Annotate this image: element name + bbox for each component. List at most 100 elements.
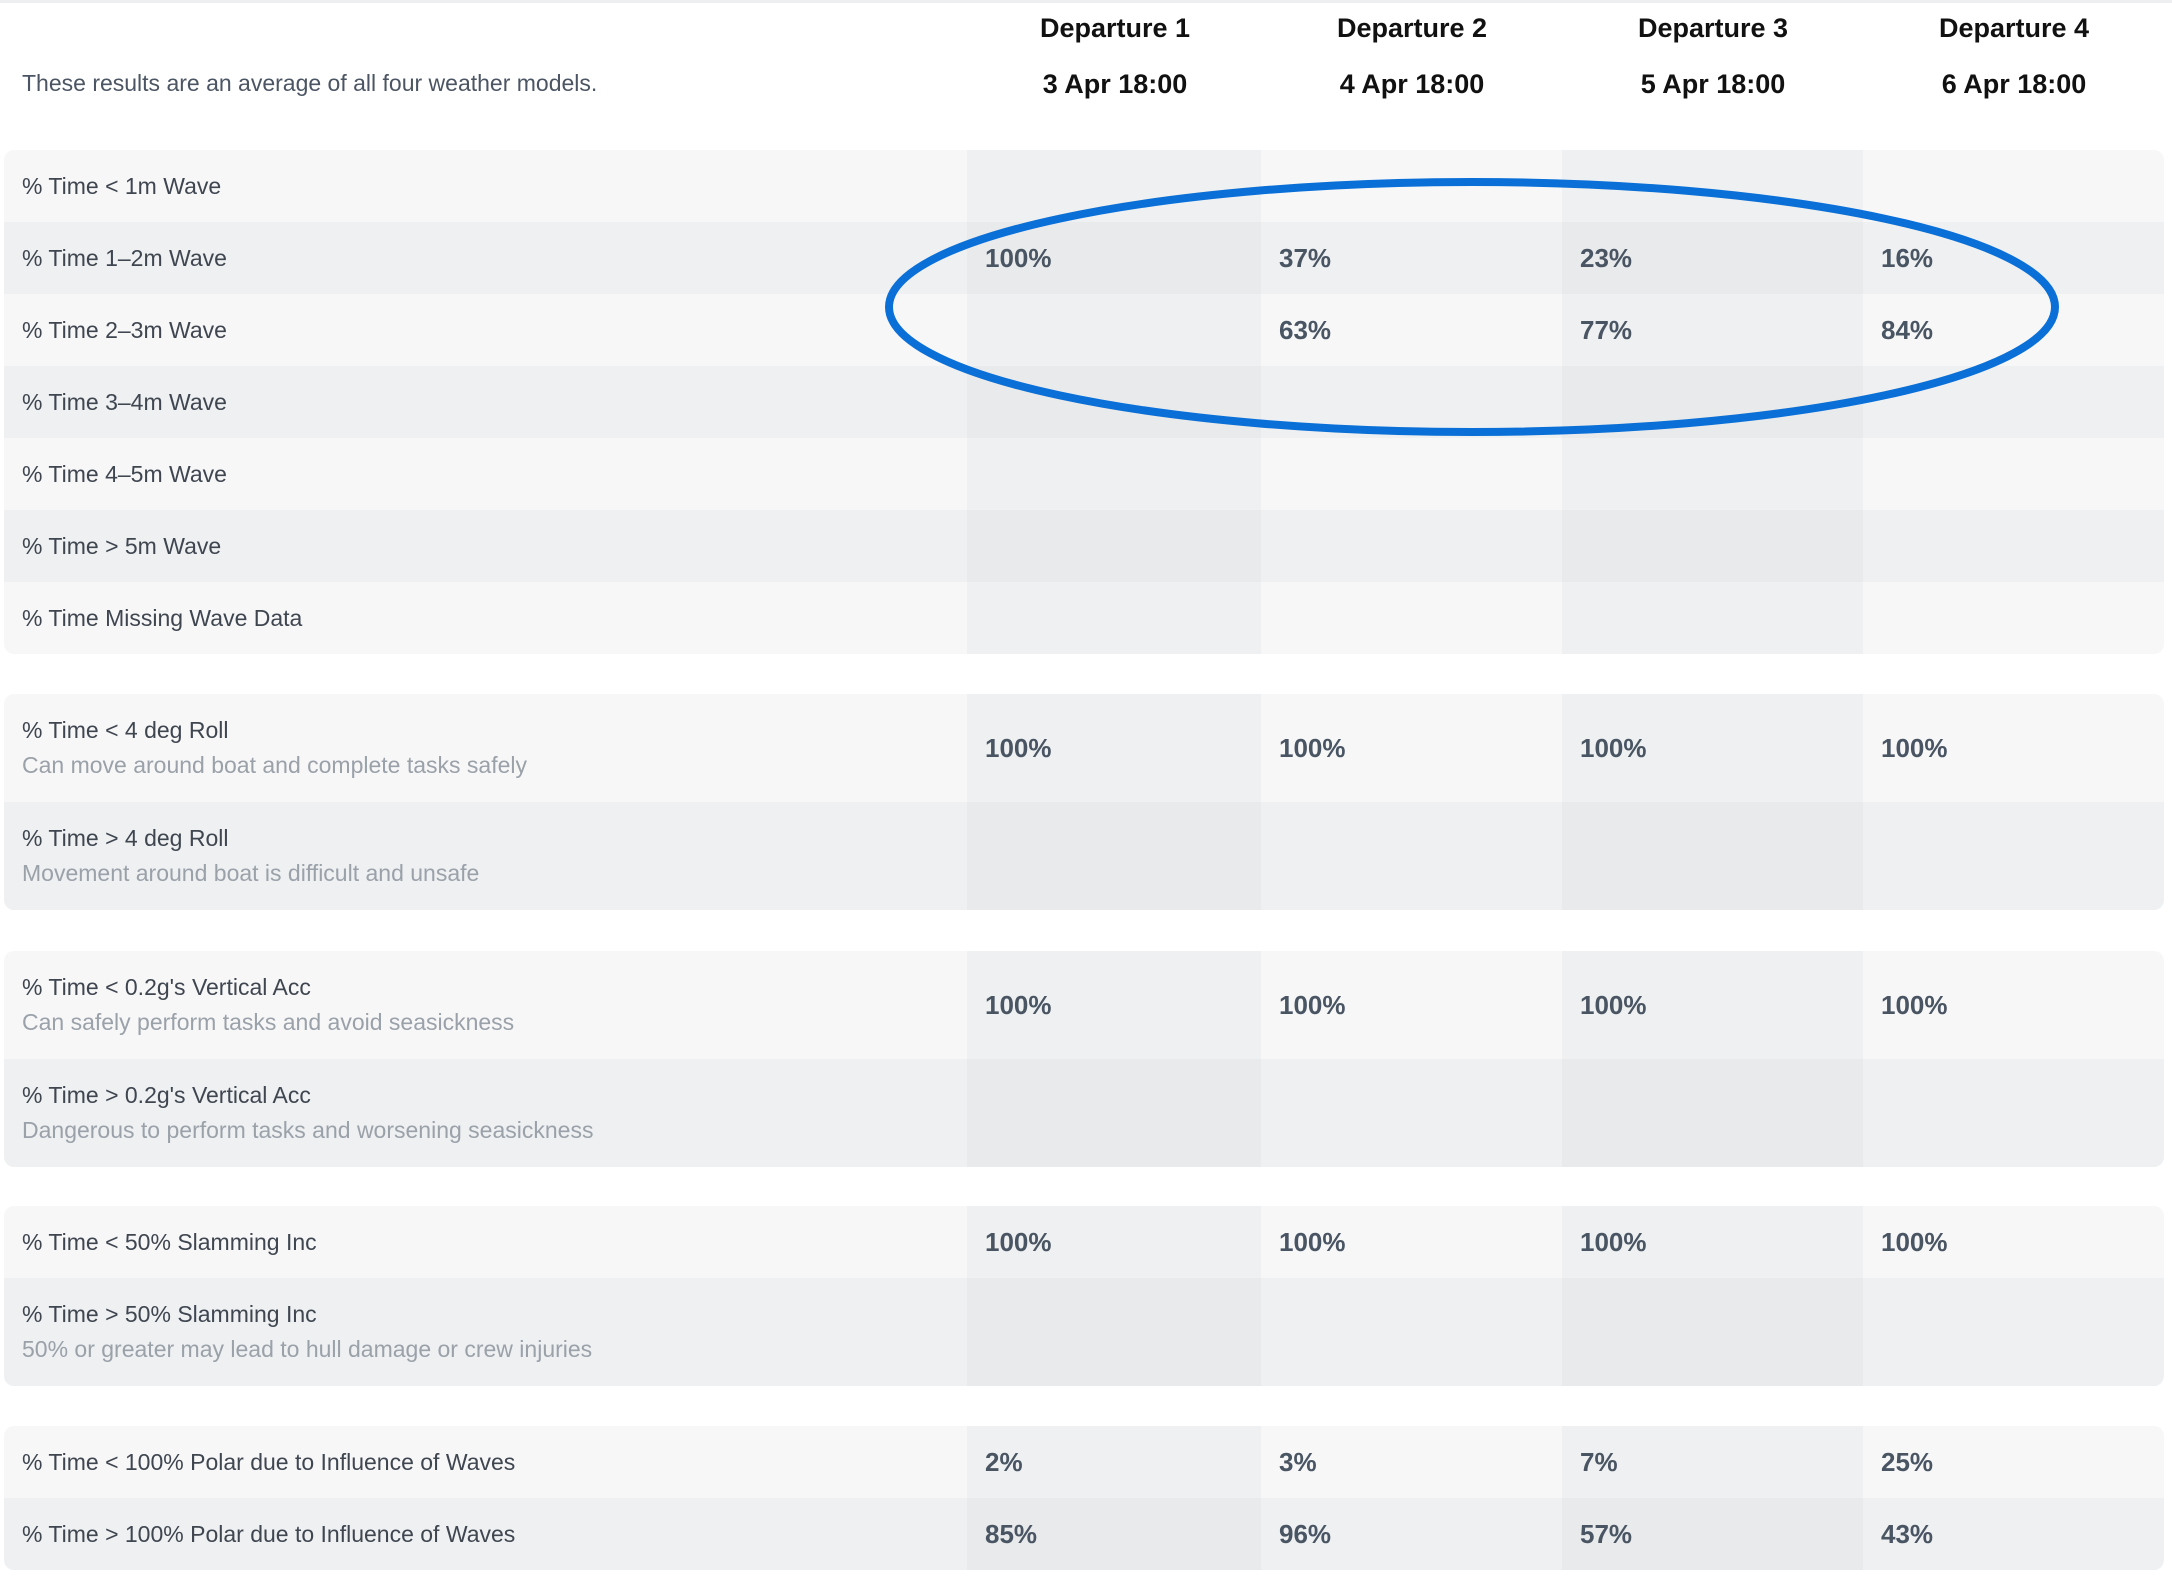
value-cell [1261, 802, 1562, 910]
value-cell: 100% [1562, 694, 1863, 802]
value-cell [1562, 1278, 1863, 1386]
value-cell: 7% [1562, 1426, 1863, 1498]
table-row: % Time < 0.2g's Vertical Acc Can safely … [4, 951, 2164, 1059]
value-cell [1863, 1278, 2164, 1386]
roll-section: % Time < 4 deg Roll Can move around boat… [4, 694, 2164, 910]
value-cell [1261, 510, 1562, 582]
value-cell [967, 294, 1261, 366]
value-cell: 37% [1261, 222, 1562, 294]
row-label: % Time Missing Wave Data [22, 604, 303, 631]
value-cell: 100% [1261, 694, 1562, 802]
value-cell: 43% [1863, 1498, 2164, 1570]
value-cell: 100% [967, 1206, 1261, 1278]
value-cell: 3% [1261, 1426, 1562, 1498]
table-row: % Time 3–4m Wave [4, 366, 2164, 438]
value-cell [1562, 1059, 1863, 1167]
value-cell: 16% [1863, 222, 2164, 294]
value-cell: 23% [1562, 222, 1863, 294]
table-row: % Time < 1m Wave [4, 150, 2164, 222]
row-label: % Time 1–2m Wave [22, 244, 227, 271]
row-label: % Time > 100% Polar due to Influence of … [22, 1520, 516, 1547]
value-cell [1261, 1059, 1562, 1167]
value-cell [967, 582, 1261, 654]
value-cell [1261, 366, 1562, 438]
table-row: % Time > 5m Wave [4, 510, 2164, 582]
value-cell: 100% [1562, 1206, 1863, 1278]
row-label: % Time > 4 deg Roll [22, 825, 229, 851]
departure-title: Departure 1 [1039, 13, 1191, 43]
value-cell [1863, 582, 2164, 654]
departure-2-header: Departure 2 4 Apr 18:00 [1262, 8, 1562, 104]
row-description: Can safely perform tasks and avoid seasi… [22, 1009, 515, 1035]
value-cell [967, 1278, 1261, 1386]
table-row: % Time < 50% Slamming Inc 100% 100% 100%… [4, 1206, 2164, 1278]
value-cell [967, 438, 1261, 510]
value-cell [967, 510, 1261, 582]
value-cell [1863, 438, 2164, 510]
departure-date: 6 Apr 18:00 [1941, 69, 2087, 99]
value-cell [1863, 366, 2164, 438]
value-cell [1562, 438, 1863, 510]
table-row: % Time 2–3m Wave 63% 77% 84% [4, 294, 2164, 366]
value-cell [1261, 582, 1562, 654]
table-row: % Time 1–2m Wave 100% 37% 23% 16% [4, 222, 2164, 294]
value-cell: 100% [967, 694, 1261, 802]
table-row: % Time > 0.2g's Vertical Acc Dangerous t… [4, 1059, 2164, 1167]
vertical-acc-section: % Time < 0.2g's Vertical Acc Can safely … [4, 951, 2164, 1167]
departure-date: 3 Apr 18:00 [1042, 69, 1188, 99]
value-cell [1261, 150, 1562, 222]
wave-height-section: % Time < 1m Wave % Time 1–2m Wave 100% 3… [4, 150, 2164, 654]
value-cell [1261, 438, 1562, 510]
row-label: % Time 4–5m Wave [22, 460, 227, 487]
top-divider [0, 0, 2172, 3]
value-cell [967, 150, 1261, 222]
departure-3-header: Departure 3 5 Apr 18:00 [1563, 8, 1863, 104]
departure-title: Departure 3 [1637, 13, 1789, 43]
value-cell [1562, 150, 1863, 222]
value-cell: 96% [1261, 1498, 1562, 1570]
row-label: % Time < 4 deg Roll [22, 717, 229, 743]
departure-4-header: Departure 4 6 Apr 18:00 [1864, 8, 2164, 104]
value-cell [1863, 510, 2164, 582]
row-label: % Time > 5m Wave [22, 532, 222, 559]
polar-section: % Time < 100% Polar due to Influence of … [4, 1426, 2164, 1570]
value-cell [1562, 582, 1863, 654]
row-label: % Time < 50% Slamming Inc [22, 1228, 317, 1255]
row-label: % Time < 0.2g's Vertical Acc [22, 974, 311, 1000]
row-label: % Time > 0.2g's Vertical Acc [22, 1082, 311, 1108]
value-cell [1261, 1278, 1562, 1386]
slamming-section: % Time < 50% Slamming Inc 100% 100% 100%… [4, 1206, 2164, 1386]
row-label: % Time 2–3m Wave [22, 316, 227, 343]
table-row: % Time < 100% Polar due to Influence of … [4, 1426, 2164, 1498]
value-cell: 84% [1863, 294, 2164, 366]
row-description: Movement around boat is difficult and un… [22, 860, 480, 886]
row-label: % Time > 50% Slamming Inc [22, 1301, 317, 1327]
departure-date: 4 Apr 18:00 [1339, 69, 1485, 99]
value-cell: 100% [1261, 951, 1562, 1059]
value-cell: 100% [1863, 1206, 2164, 1278]
value-cell: 100% [1261, 1206, 1562, 1278]
table-row: % Time 4–5m Wave [4, 438, 2164, 510]
row-label: % Time < 100% Polar due to Influence of … [22, 1448, 516, 1475]
table-row: % Time < 4 deg Roll Can move around boat… [4, 694, 2164, 802]
averaging-note: These results are an average of all four… [22, 70, 598, 96]
value-cell [1863, 150, 2164, 222]
value-cell [1863, 1059, 2164, 1167]
value-cell [967, 366, 1261, 438]
departure-1-header: Departure 1 3 Apr 18:00 [965, 8, 1265, 104]
value-cell: 100% [967, 222, 1261, 294]
results-header: These results are an average of all four… [0, 0, 2172, 150]
value-cell: 100% [1863, 951, 2164, 1059]
table-row: % Time > 100% Polar due to Influence of … [4, 1498, 2164, 1570]
row-description: Can move around boat and complete tasks … [22, 752, 528, 778]
value-cell: 100% [1863, 694, 2164, 802]
value-cell [1562, 802, 1863, 910]
table-row: % Time > 4 deg Roll Movement around boat… [4, 802, 2164, 910]
value-cell: 85% [967, 1498, 1261, 1570]
value-cell [1562, 510, 1863, 582]
departure-title: Departure 2 [1336, 13, 1488, 43]
table-row: % Time > 50% Slamming Inc 50% or greater… [4, 1278, 2164, 1386]
row-description: Dangerous to perform tasks and worsening… [22, 1117, 594, 1143]
value-cell [967, 1059, 1261, 1167]
value-cell: 100% [1562, 951, 1863, 1059]
